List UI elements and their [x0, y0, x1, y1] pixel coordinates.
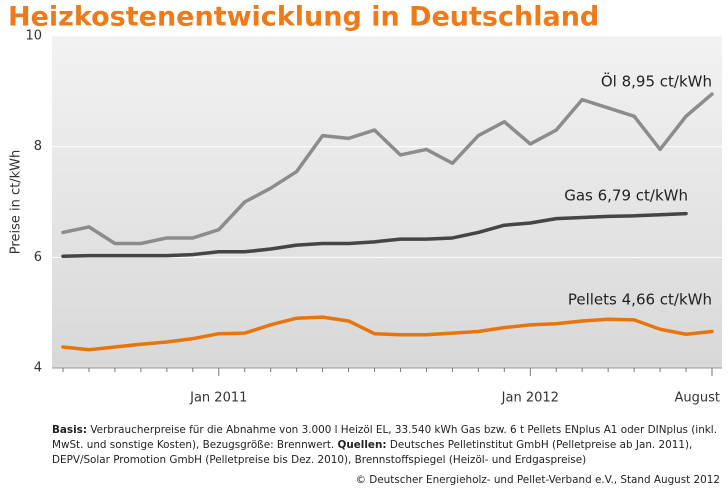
y-tick-label: 10 [25, 29, 42, 44]
series-annotation: Pellets 4,66 ct/kWh [568, 291, 712, 309]
plot-area [52, 36, 722, 368]
footnote: Basis: Verbraucherpreise für die Abnahme… [52, 423, 722, 468]
series-line [61, 211, 688, 258]
y-tick-label: 4 [34, 361, 42, 376]
sources-text: Deutsches Pelletinstitut GmbH (Pelletpre… [52, 439, 693, 466]
series-line [61, 92, 714, 246]
x-tick-label: Jan 2011 [189, 391, 247, 406]
chart: Heizkostenentwicklung in Deutschland Pre… [8, 2, 722, 406]
basis-label: Basis: [52, 424, 88, 436]
series-line [61, 315, 714, 352]
x-tick-label: August [675, 391, 721, 406]
y-tick-label: 8 [34, 139, 42, 154]
x-tick-label: Jan 2012 [501, 391, 559, 406]
y-axis-label: Preise in ct/kWh [9, 150, 24, 254]
series-annotation: Öl 8,95 ct/kWh [601, 72, 712, 91]
copyright: © Deutscher Energieholz- und Pellet-Verb… [355, 474, 720, 486]
chart-title: Heizkostenentwicklung in Deutschland [8, 2, 599, 33]
sources-label: Quellen: [337, 439, 387, 451]
basis-text: Verbraucherpreise für die Abnahme von 3.… [52, 424, 717, 451]
y-tick-label: 6 [34, 250, 42, 265]
series-annotation: Gas 6,79 ct/kWh [564, 187, 688, 205]
